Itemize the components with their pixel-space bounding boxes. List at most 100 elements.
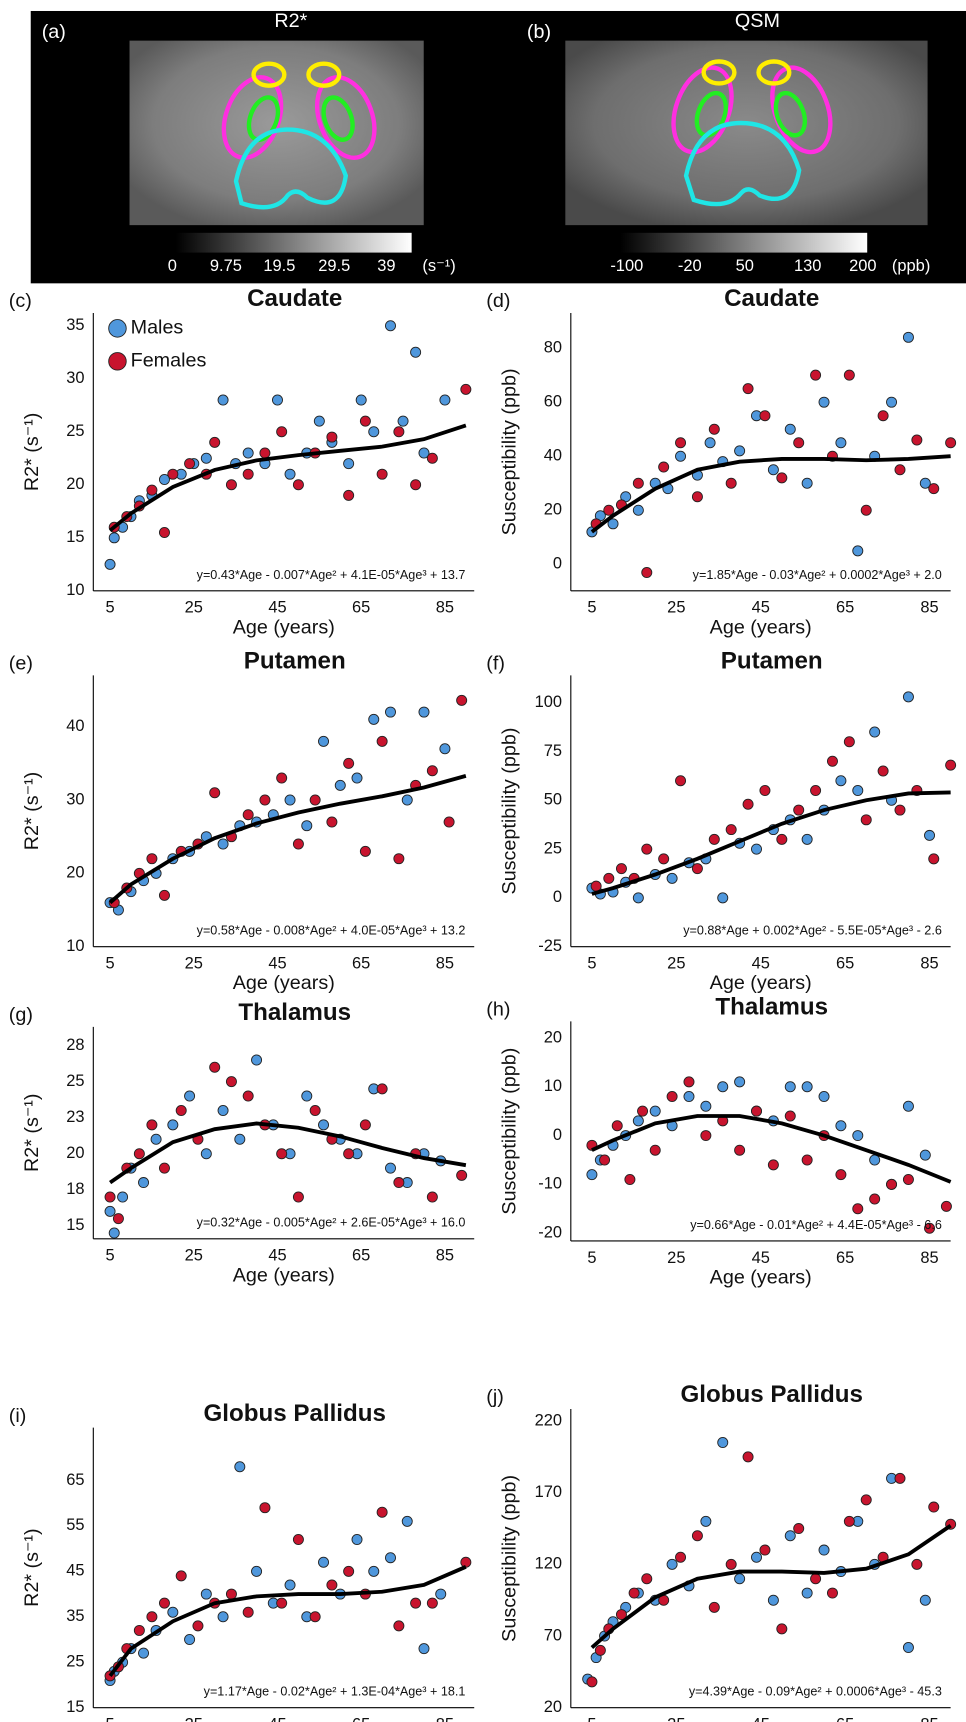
panel-label: (a) [42, 21, 66, 43]
y-tick-label: 25 [66, 422, 84, 440]
data-point [108, 532, 120, 544]
colorbar-tick-label: -100 [610, 257, 643, 275]
data-point [104, 1205, 116, 1217]
data-point [793, 1523, 805, 1535]
data-point [292, 1534, 304, 1546]
data-point [259, 794, 271, 806]
x-tick-label: 25 [185, 1247, 203, 1265]
data-point [734, 1076, 746, 1088]
data-point [793, 804, 805, 816]
data-point [902, 691, 914, 703]
data-point [146, 484, 158, 496]
x-tick-label: 45 [268, 955, 286, 973]
data-point [810, 1573, 822, 1585]
y-axis-label: Susceptibility (ppb) [499, 368, 521, 535]
data-point [343, 458, 355, 470]
y-tick-label: 70 [544, 1626, 562, 1644]
data-point [742, 383, 754, 395]
y-tick-label: 100 [535, 693, 562, 711]
data-point [725, 824, 737, 836]
data-point [426, 765, 438, 777]
data-point [928, 483, 940, 495]
y-tick-label: 45 [66, 1562, 84, 1580]
data-point [624, 1173, 636, 1185]
data-point [313, 415, 325, 427]
data-point [843, 369, 855, 381]
data-point [632, 892, 644, 904]
data-point [835, 775, 847, 787]
y-axis-label: R2* (s⁻¹) [21, 413, 43, 491]
data-point [410, 346, 422, 358]
data-point [167, 468, 179, 480]
data-point [410, 1597, 422, 1609]
data-point [818, 1544, 830, 1556]
y-tick-label: 20 [66, 864, 84, 882]
data-point [318, 1119, 330, 1131]
data-point [209, 787, 221, 799]
data-point [801, 477, 813, 489]
data-point [309, 1104, 321, 1116]
data-point [641, 843, 653, 855]
data-point [133, 1624, 145, 1636]
data-point [700, 1100, 712, 1112]
y-tick-label: 75 [544, 742, 562, 760]
colorbar-tick-label: 39 [377, 257, 395, 275]
data-point [209, 1061, 221, 1073]
data-point [276, 1148, 288, 1160]
data-point [117, 1191, 129, 1203]
data-point [167, 1119, 179, 1131]
data-point [158, 527, 170, 539]
data-point [928, 1501, 940, 1513]
x-tick-label: 85 [920, 1249, 938, 1267]
fit-line [590, 1524, 952, 1649]
data-point [666, 1558, 678, 1570]
x-tick-label: 65 [352, 1716, 370, 1722]
data-point [776, 472, 788, 484]
legend-label: Males [131, 317, 184, 339]
y-tick-label: 0 [553, 1126, 562, 1144]
data-point [146, 1119, 158, 1131]
chart-title: Putamen [721, 648, 823, 675]
data-point [826, 1587, 838, 1599]
data-point [108, 1227, 120, 1239]
data-point [385, 1162, 396, 1174]
data-point [217, 1104, 229, 1116]
y-tick-label: 20 [544, 501, 562, 519]
data-point [284, 468, 296, 480]
data-point [611, 1120, 623, 1132]
data-point [759, 785, 771, 797]
data-point [877, 765, 889, 777]
data-point [150, 1133, 162, 1145]
x-tick-label: 5 [587, 1716, 596, 1722]
data-point [801, 833, 813, 845]
data-point [292, 838, 304, 850]
data-point [242, 468, 254, 480]
data-point [940, 1200, 952, 1212]
x-tick-label: 45 [752, 599, 770, 617]
y-axis-label: R2* (s⁻¹) [21, 1528, 43, 1606]
data-point [284, 1579, 296, 1591]
x-axis-label: Age (years) [710, 972, 812, 994]
data-point [700, 1515, 712, 1527]
data-point [658, 461, 670, 473]
data-point [759, 410, 771, 422]
data-point [242, 1606, 254, 1618]
data-point [456, 694, 468, 706]
data-point [326, 816, 338, 828]
equation: y=1.17*Age - 0.02*Age² + 1.3E-04*Age³ + … [204, 1685, 466, 1699]
data-point [666, 872, 678, 884]
data-point [343, 1565, 355, 1577]
y-tick-label: 25 [66, 1072, 84, 1090]
data-point [104, 1191, 116, 1203]
y-tick-label: 20 [66, 475, 84, 493]
data-point [666, 1091, 678, 1102]
colorbar-tick-label: 200 [849, 257, 876, 275]
data-point [225, 479, 237, 491]
data-point [835, 1120, 847, 1132]
data-point [439, 743, 451, 755]
data-point [393, 426, 405, 438]
y-tick-label: 20 [544, 1028, 562, 1046]
data-point [615, 863, 627, 875]
chart-title: Thalamus [238, 999, 351, 1026]
panel-label: (g) [9, 1004, 33, 1026]
